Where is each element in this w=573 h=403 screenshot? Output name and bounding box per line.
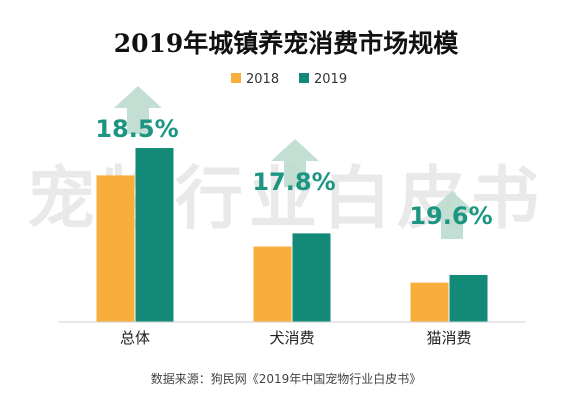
bars <box>96 148 488 322</box>
legend-label-2019: 2019 <box>314 72 347 87</box>
growth-rate-label: 18.5% <box>95 115 178 143</box>
category-labels: 总体 犬消费 猫消费 <box>120 329 472 347</box>
growth-arrow-icon <box>114 86 162 134</box>
legend-label-2018: 2018 <box>246 72 279 87</box>
category-label: 犬消费 <box>269 329 314 347</box>
bar-总体-2018 <box>96 175 135 322</box>
bar-犬消费-2018 <box>253 246 292 322</box>
growth-arrows <box>114 86 476 239</box>
category-label: 总体 <box>120 329 150 347</box>
bar-总体-2019 <box>135 148 174 322</box>
bar-猫消费-2019 <box>449 274 488 322</box>
growth-arrow-icon <box>271 139 319 187</box>
growth-labels: 18.5% 17.8% 19.6% <box>95 115 492 230</box>
growth-rate-label: 19.6% <box>409 202 492 230</box>
bar-猫消费-2018 <box>410 282 449 322</box>
legend: 2018 2019 <box>231 72 347 87</box>
category-label: 猫消费 <box>426 329 471 347</box>
legend-swatch-2019 <box>299 73 309 83</box>
growth-arrow-icon <box>428 191 476 239</box>
chart-title: 2019年城镇养宠消费市场规模 <box>114 29 460 58</box>
bar-犬消费-2019 <box>292 233 331 322</box>
source-note: 数据来源：狗民网《2019年中国宠物行业白皮书》 <box>151 371 422 386</box>
legend-swatch-2018 <box>231 73 241 83</box>
growth-rate-label: 17.8% <box>252 168 335 196</box>
